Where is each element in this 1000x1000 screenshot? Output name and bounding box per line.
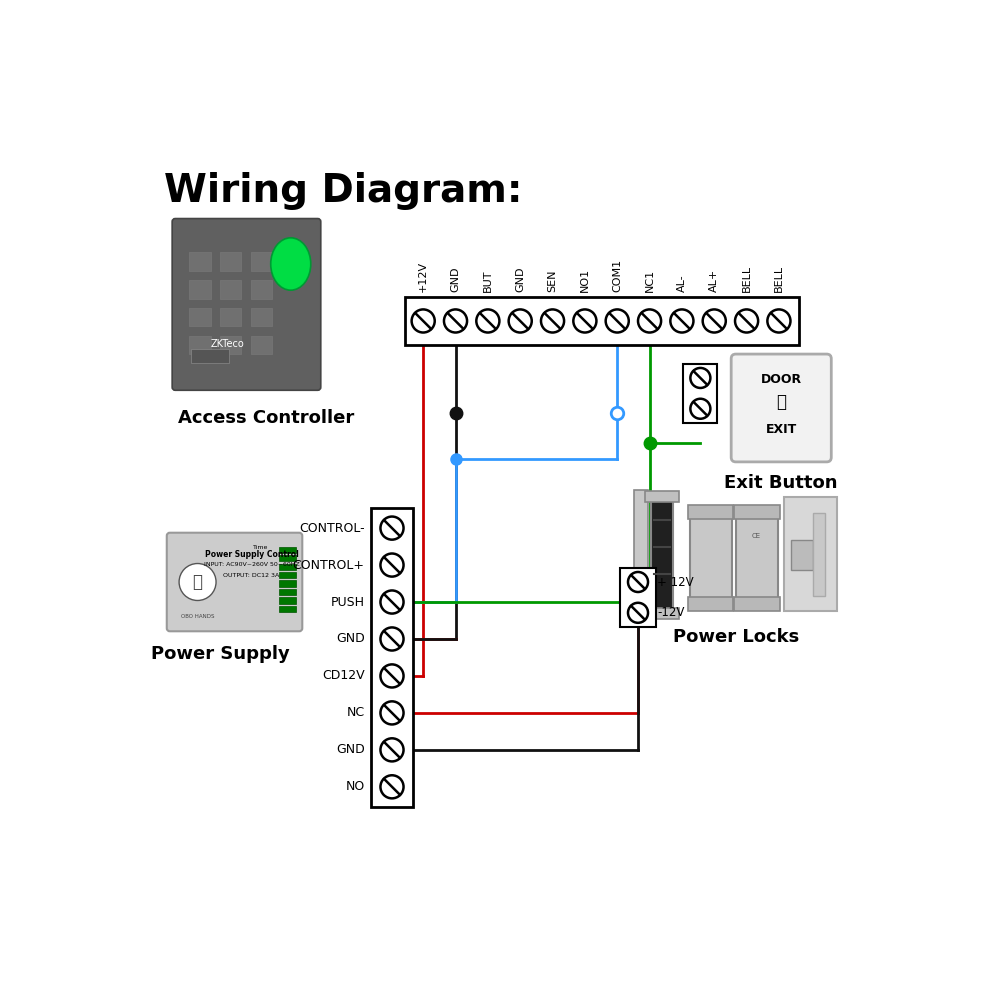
Circle shape: [179, 564, 216, 600]
Text: NO1: NO1: [580, 268, 590, 292]
Bar: [651, 497, 673, 613]
Text: NC1: NC1: [645, 269, 655, 292]
Bar: [371, 508, 413, 807]
FancyBboxPatch shape: [167, 533, 302, 631]
Text: -12V: -12V: [657, 606, 685, 619]
Text: CE: CE: [752, 533, 761, 539]
Bar: [279, 589, 296, 595]
Bar: [279, 572, 296, 578]
Bar: [279, 606, 296, 612]
Bar: [645, 491, 679, 502]
Text: +12V: +12V: [418, 261, 428, 292]
Text: NC: NC: [347, 706, 365, 719]
Bar: [791, 540, 813, 570]
Bar: [279, 564, 296, 570]
Bar: [784, 497, 837, 611]
Text: SEN: SEN: [548, 270, 558, 292]
Text: AL-: AL-: [677, 275, 687, 292]
Text: CD12V: CD12V: [322, 669, 365, 682]
Bar: [645, 608, 679, 619]
Text: GND: GND: [336, 632, 365, 645]
Bar: [279, 597, 296, 604]
Text: COM1: COM1: [612, 259, 622, 292]
Text: DOOR: DOOR: [761, 373, 802, 386]
Bar: [279, 580, 296, 587]
Text: Wiring Diagram:: Wiring Diagram:: [164, 172, 523, 210]
Bar: [251, 308, 272, 326]
Bar: [634, 490, 648, 619]
Text: Power Supply Control: Power Supply Control: [205, 550, 298, 559]
Bar: [251, 336, 272, 354]
Text: BUT: BUT: [483, 270, 493, 292]
Bar: [405, 297, 799, 345]
Bar: [220, 252, 241, 271]
Text: CONTROL-: CONTROL-: [299, 522, 365, 535]
Bar: [189, 280, 211, 299]
Text: GND: GND: [515, 267, 525, 292]
Bar: [690, 513, 732, 605]
Bar: [688, 505, 733, 519]
Bar: [734, 505, 780, 519]
Text: Time: Time: [253, 545, 268, 550]
Text: ZKTeco: ZKTeco: [210, 339, 244, 349]
Text: EXIT: EXIT: [766, 423, 797, 436]
Bar: [683, 364, 717, 423]
Bar: [279, 555, 296, 561]
Text: 🔑: 🔑: [776, 393, 786, 411]
Bar: [620, 568, 656, 627]
Text: ✋: ✋: [193, 573, 203, 591]
Bar: [189, 308, 211, 326]
Bar: [189, 336, 211, 354]
Text: Power Locks: Power Locks: [673, 628, 799, 646]
Bar: [734, 597, 780, 611]
Text: PUSH: PUSH: [331, 596, 365, 609]
Text: GND: GND: [336, 743, 365, 756]
Bar: [220, 280, 241, 299]
Bar: [736, 513, 778, 605]
Text: BELL: BELL: [774, 265, 784, 292]
Bar: [688, 597, 733, 611]
Bar: [191, 349, 229, 363]
Bar: [251, 252, 272, 271]
Bar: [220, 308, 241, 326]
Text: OUTPUT: DC12 3A: OUTPUT: DC12 3A: [223, 573, 280, 578]
Text: INPUT: AC90V~260V 50~60HZ: INPUT: AC90V~260V 50~60HZ: [204, 562, 299, 567]
Bar: [813, 513, 825, 596]
Text: OBO HANDS: OBO HANDS: [181, 614, 214, 619]
Bar: [220, 336, 241, 354]
FancyBboxPatch shape: [172, 219, 321, 390]
Bar: [189, 252, 211, 271]
Text: + 12V: + 12V: [657, 576, 694, 588]
Text: GND: GND: [451, 267, 461, 292]
Text: Access Controller: Access Controller: [178, 409, 354, 427]
Bar: [251, 280, 272, 299]
Text: AL+: AL+: [709, 269, 719, 292]
Text: CONTROL+: CONTROL+: [293, 559, 365, 572]
Text: Exit Button: Exit Button: [724, 474, 838, 492]
Text: BELL: BELL: [742, 265, 752, 292]
Text: Power Supply: Power Supply: [151, 645, 289, 663]
FancyBboxPatch shape: [731, 354, 831, 462]
Text: NO: NO: [345, 780, 365, 793]
Ellipse shape: [271, 238, 311, 290]
Bar: [279, 547, 296, 553]
